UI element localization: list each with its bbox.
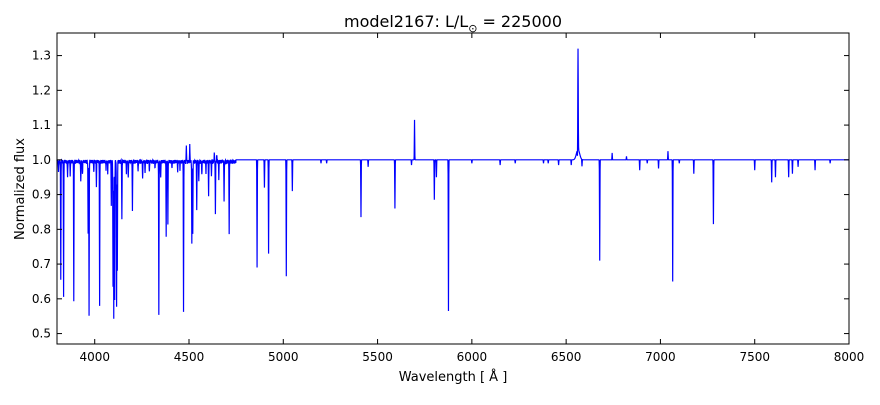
x-tick-label: 4500	[174, 350, 205, 364]
spectrum-line	[56, 48, 849, 319]
plot-area: 4000 4500 5000 5500 6000 6500 7000 7500 8000 0.5 0…	[32, 32, 865, 364]
y-tick-label: 1.1	[32, 118, 51, 132]
x-tick-label: 6500	[551, 350, 582, 364]
y-tick-label: 1.0	[32, 153, 51, 167]
y-tick-label: 0.7	[32, 257, 51, 271]
y-tick-label: 0.9	[32, 188, 51, 202]
x-tick-label: 4000	[79, 350, 110, 364]
y-tick-label: 0.6	[32, 292, 51, 306]
x-axis-label: Wavelength [ Å ]	[399, 369, 508, 385]
y-tick-label: 0.8	[32, 222, 51, 236]
plot-frame	[56, 32, 850, 345]
x-tick-label: 8000	[834, 350, 865, 364]
y-tick-label: 0.5	[32, 327, 51, 341]
x-tick-label: 5500	[362, 350, 393, 364]
y-tick-label: 1.3	[32, 49, 51, 63]
x-tick-label: 7500	[739, 350, 770, 364]
chart-title: model2167: L/L⊙ = 225000	[344, 12, 562, 35]
x-tick-label: 6000	[457, 350, 488, 364]
x-tick-label: 7000	[645, 350, 676, 364]
y-tick-label: 1.2	[32, 83, 51, 97]
y-axis-label: Normalized flux	[13, 138, 28, 240]
x-tick-label: 5000	[268, 350, 299, 364]
